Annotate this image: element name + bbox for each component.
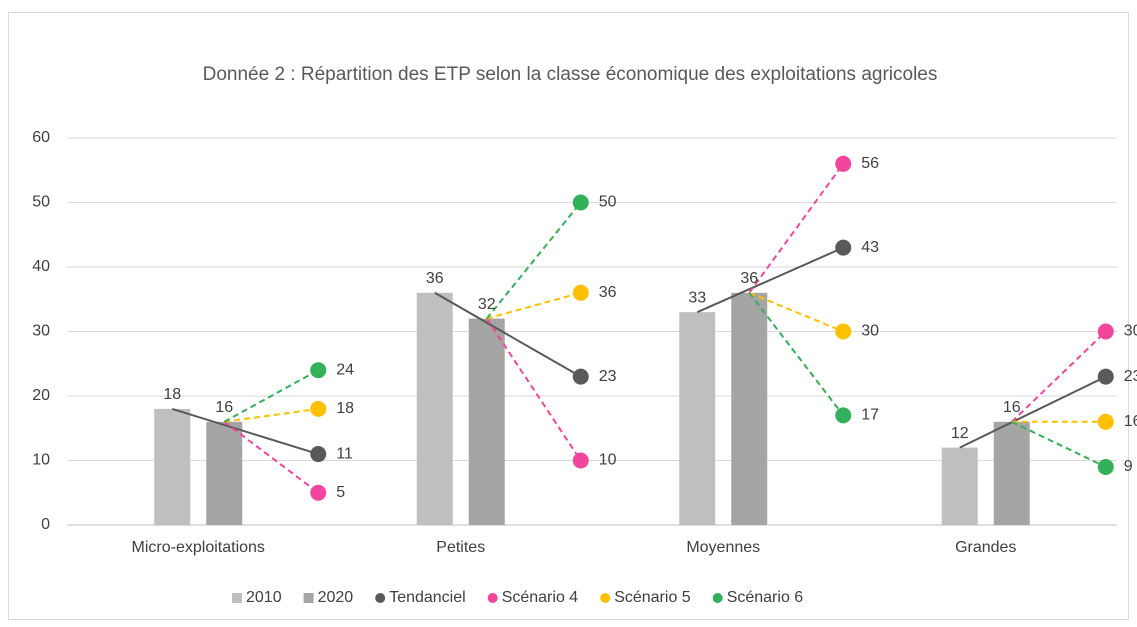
point — [310, 484, 327, 501]
legend-swatch — [712, 593, 723, 603]
y-tick-label: 10 — [32, 452, 50, 469]
series-line — [1011, 420, 1107, 468]
bar — [941, 447, 978, 525]
point — [310, 446, 327, 463]
series-line — [486, 291, 582, 320]
series-line — [224, 407, 319, 423]
point — [572, 284, 589, 301]
point — [835, 407, 852, 424]
legend-label: 2020 — [318, 589, 354, 606]
legend-label: 2010 — [246, 589, 282, 606]
x-tick-label: Grandes — [955, 539, 1016, 556]
series-line — [1011, 330, 1107, 423]
data-label: 23 — [599, 368, 617, 385]
point — [310, 362, 327, 379]
point — [1097, 413, 1114, 430]
bar — [993, 421, 1030, 525]
point — [835, 323, 852, 340]
legend-swatch — [303, 593, 314, 603]
legend-swatch — [600, 593, 611, 603]
y-tick-label: 20 — [32, 387, 50, 404]
legend-label: Scénario 5 — [614, 589, 691, 606]
y-tick-label: 0 — [41, 516, 50, 533]
data-label: 11 — [336, 445, 353, 462]
data-label: 18 — [336, 400, 354, 417]
bar — [206, 421, 243, 525]
series-line — [485, 201, 582, 320]
data-label: 30 — [1124, 323, 1137, 340]
data-label: 43 — [861, 239, 879, 256]
series-line — [959, 375, 1107, 449]
x-tick-label: Micro-exploitations — [132, 539, 265, 556]
series-line — [748, 163, 845, 294]
bar — [154, 408, 191, 525]
bar — [731, 292, 768, 525]
data-label: 36 — [599, 284, 617, 301]
series-line — [223, 369, 319, 423]
data-label: 50 — [599, 194, 617, 211]
legend-swatch — [232, 593, 242, 603]
point — [835, 155, 852, 172]
bar — [416, 292, 453, 525]
legend-label: Scénario 6 — [727, 589, 804, 606]
series-line — [434, 291, 582, 378]
series-line — [748, 291, 844, 333]
x-tick-label: Moyennes — [686, 539, 760, 556]
y-tick-label: 50 — [32, 194, 50, 211]
data-label: 16 — [1124, 413, 1137, 430]
chart-title: Donnée 2 : Répartition des ETP selon la … — [202, 64, 938, 85]
data-label: 5 — [336, 484, 345, 501]
legend-label: Tendanciel — [389, 589, 466, 606]
data-label: 10 — [599, 452, 617, 469]
legend-swatch — [375, 593, 386, 603]
x-tick-label: Petites — [436, 539, 485, 556]
point — [572, 368, 589, 385]
data-label: 16 — [215, 399, 233, 416]
point — [572, 452, 589, 469]
series-line — [171, 407, 319, 456]
data-label: 24 — [336, 361, 354, 378]
y-tick-label: 30 — [32, 323, 50, 340]
data-label: 9 — [1124, 458, 1133, 475]
y-tick-label: 60 — [32, 129, 50, 146]
bar — [468, 318, 505, 525]
series-line — [485, 318, 582, 462]
point — [1097, 458, 1114, 475]
data-label: 17 — [861, 407, 879, 424]
legend-label: Scénario 4 — [502, 589, 579, 606]
data-label: 36 — [740, 270, 758, 287]
data-label: 18 — [163, 386, 181, 403]
point — [572, 194, 589, 211]
point — [310, 400, 327, 417]
point — [1097, 368, 1114, 385]
data-label: 12 — [951, 425, 969, 442]
point — [1097, 323, 1114, 340]
bar — [679, 312, 716, 525]
chart-border — [8, 12, 1129, 620]
data-label: 56 — [861, 155, 879, 172]
data-label: 16 — [1003, 399, 1021, 416]
data-label: 32 — [478, 296, 496, 313]
data-label: 33 — [688, 289, 706, 306]
point — [835, 239, 852, 256]
y-tick-label: 40 — [32, 258, 50, 275]
series-line — [696, 246, 844, 314]
data-label: 23 — [1124, 368, 1137, 385]
series-line — [748, 292, 845, 416]
legend-swatch — [487, 593, 498, 603]
data-label: 30 — [861, 323, 879, 340]
data-label: 36 — [426, 270, 444, 287]
